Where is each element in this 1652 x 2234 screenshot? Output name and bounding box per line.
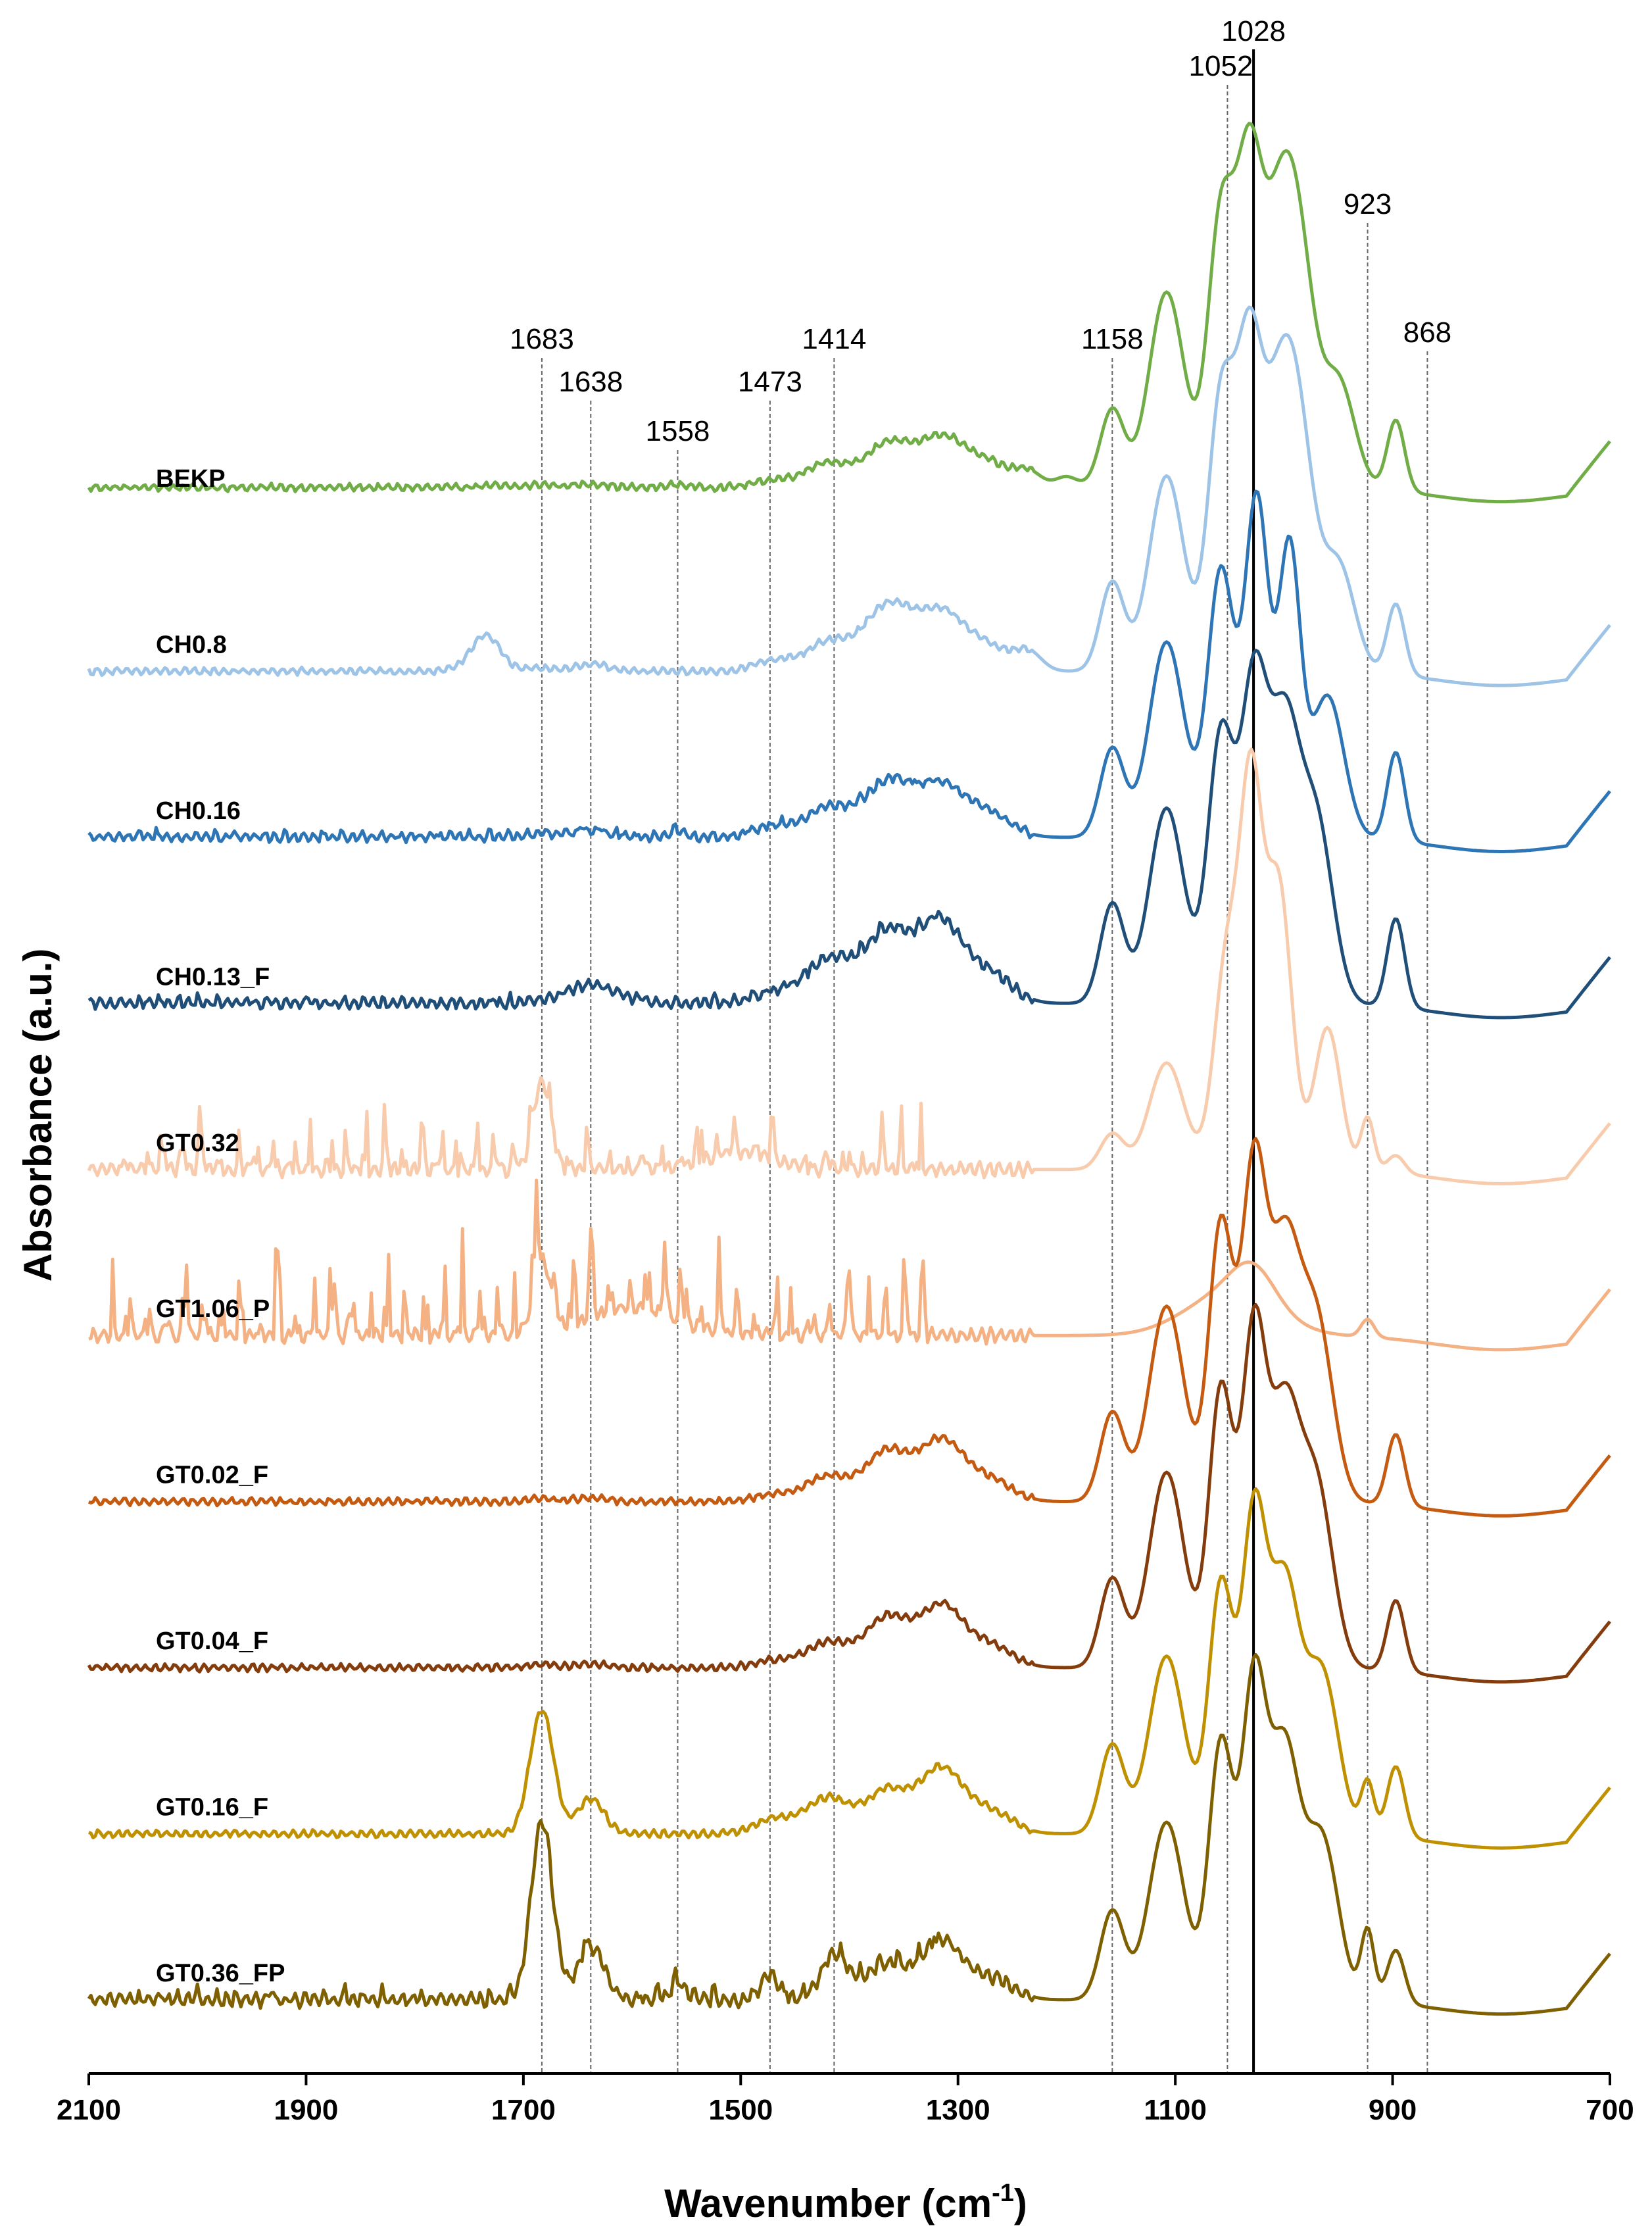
x-tick-label: 1500 xyxy=(708,2094,773,2126)
peak-annotation-label: 1638 xyxy=(558,366,623,398)
x-tick-label: 1100 xyxy=(1144,2094,1206,2126)
x-tick-label: 1300 xyxy=(926,2094,990,2126)
series-label: CH0.13_F xyxy=(156,963,270,991)
spectrum-line xyxy=(87,489,1611,853)
series-label: CH0.8 xyxy=(156,631,227,658)
peak-annotation-label: 1052 xyxy=(1189,50,1253,82)
series-label: GT0.04_F xyxy=(156,1627,268,1655)
spectrum-line xyxy=(87,747,1611,1185)
x-tick-label: 900 xyxy=(1369,2094,1417,2126)
spectrum-line xyxy=(87,1303,1611,1684)
x-axis: 2100 1900 1700 1500 1300 1100 900 700 xyxy=(57,2072,1634,2126)
peak-annotation-label: 1558 xyxy=(646,415,710,447)
peak-annotation-label: 1414 xyxy=(802,323,866,355)
peak-annotation-label: 923 xyxy=(1344,188,1392,220)
spectrum-line xyxy=(87,649,1611,1020)
peak-annotation-label: 1473 xyxy=(738,366,802,398)
series-label: GT0.02_F xyxy=(156,1462,268,1489)
x-tick-label: 1900 xyxy=(274,2094,338,2126)
peak-annotation-label: 1028 xyxy=(1221,15,1286,47)
y-axis-title: Absorbance (a.u.) xyxy=(16,949,60,1282)
spectrum-line xyxy=(87,1652,1611,2016)
series-label: BEKP xyxy=(156,465,226,493)
spectrum-line xyxy=(88,1178,1611,1352)
spectrum-line xyxy=(87,122,1611,504)
spectrum-line xyxy=(87,1487,1611,1850)
series-label: GT1.06_P xyxy=(156,1295,270,1323)
spectrum-line xyxy=(87,1137,1611,1518)
x-tick-label: 700 xyxy=(1586,2094,1634,2126)
x-tick-label: 1700 xyxy=(491,2094,556,2126)
x-tick-label: 2100 xyxy=(57,2094,121,2126)
series-label: GT0.32 xyxy=(156,1129,239,1157)
spectrum-line xyxy=(87,305,1611,687)
x-axis-title: Wavenumber (cm-1) xyxy=(664,2179,1027,2225)
peak-annotation-label: 1683 xyxy=(510,323,574,355)
peak-annotation-label: 868 xyxy=(1403,316,1451,349)
series-layer: BEKP CH0.8 CH0.16 CH0.13_F GT0.32 GT1.06_P GT0… xyxy=(87,122,1611,2016)
series-label: GT0.36_FP xyxy=(156,1960,285,1987)
series-label: GT0.16_F xyxy=(156,1794,268,1822)
series-label: CH0.16 xyxy=(156,797,241,825)
peak-annotation-label: 1158 xyxy=(1081,323,1144,355)
